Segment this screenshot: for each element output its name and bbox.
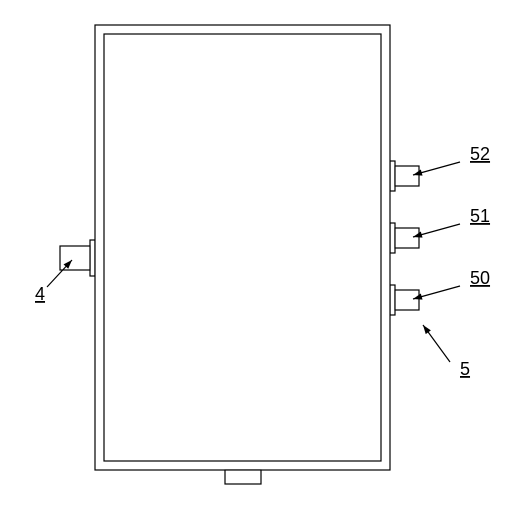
right-port-1-body: [395, 228, 419, 248]
right-port-0-flange: [390, 161, 395, 191]
callout-5-arrowhead: [423, 325, 431, 334]
callout-label-52: 52: [470, 144, 490, 164]
callout-label-51: 51: [470, 206, 490, 226]
bottom-tab: [225, 470, 261, 484]
callout-label-4: 4: [35, 284, 45, 304]
callout-label-50: 50: [470, 268, 490, 288]
main-body-inner: [104, 34, 381, 461]
right-port-2-flange: [390, 285, 395, 315]
left-port-body: [60, 246, 90, 270]
right-port-0-body: [395, 166, 419, 186]
right-port-1-flange: [390, 223, 395, 253]
engineering-diagram: 4 52 51 50 5: [0, 0, 531, 509]
callout-label-5: 5: [460, 359, 470, 379]
left-port-flange: [90, 240, 95, 276]
right-port-2-body: [395, 290, 419, 310]
